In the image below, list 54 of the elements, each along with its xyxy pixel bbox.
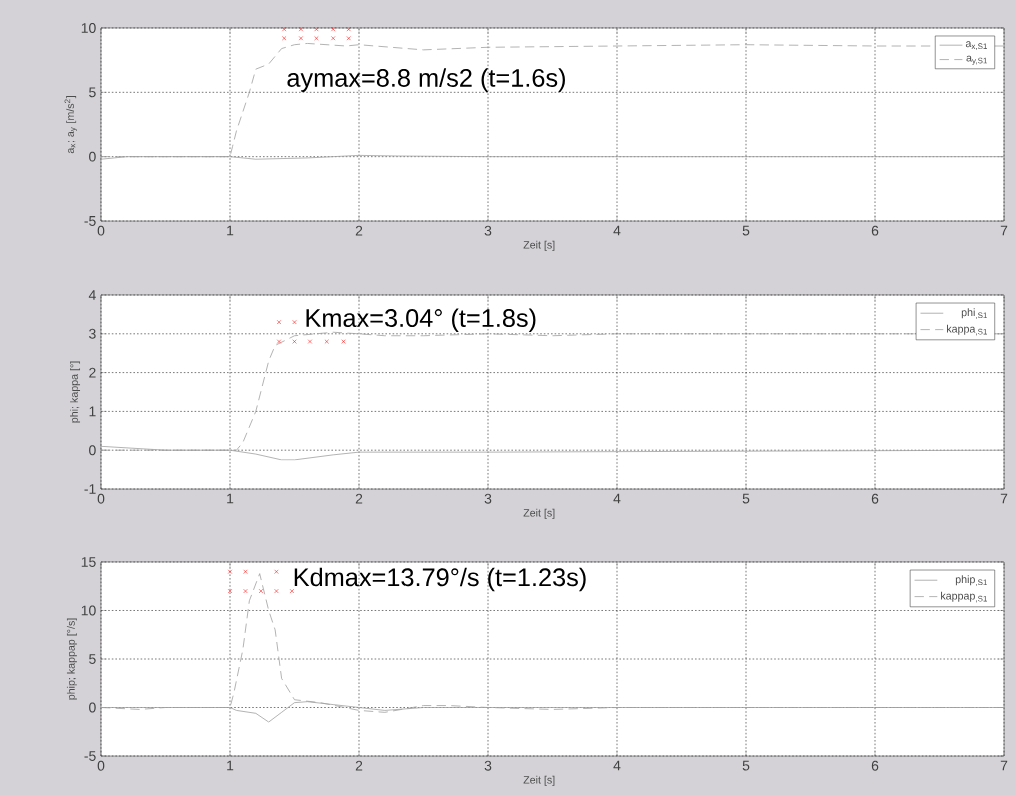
annotation: Kdmax=13.79°/s (t=1.23s) bbox=[294, 567, 586, 592]
legend-label: a$_{y,S1}$ bbox=[966, 55, 987, 66]
y-tick-label: 0 bbox=[89, 151, 96, 162]
x-tick-label: 5 bbox=[742, 760, 750, 771]
y-tick-label: 3 bbox=[89, 328, 96, 339]
y-tick-label: 4 bbox=[88, 290, 96, 300]
x-axis-title: Zeit [s] bbox=[523, 508, 555, 519]
x-tick-label: 7 bbox=[1000, 760, 1008, 771]
x-tick-label: 7 bbox=[1000, 493, 1008, 504]
y-axis-title: phi; kappa [°] bbox=[70, 361, 81, 423]
x-tick-label: 7 bbox=[1000, 225, 1008, 236]
annotation: aymax=8.8 m/s2 (t=1.6s) bbox=[287, 68, 565, 92]
x-tick-label: 1 bbox=[227, 493, 234, 504]
y-tick-label: 15 bbox=[81, 557, 96, 567]
legend-label: kappa$_{,S1}$ bbox=[947, 324, 987, 336]
x-tick-label: 3 bbox=[484, 493, 492, 504]
y-tick-label: -5 bbox=[84, 216, 96, 226]
y-tick-label: 0 bbox=[89, 445, 96, 456]
x-tick-label: 6 bbox=[871, 493, 879, 504]
x-tick-label: 6 bbox=[871, 225, 879, 236]
legend-label: a$_{x,S1}$ bbox=[965, 41, 987, 50]
y-tick-label: 5 bbox=[89, 87, 96, 98]
y-tick-label: -5 bbox=[84, 751, 96, 761]
x-tick-label: 5 bbox=[742, 493, 750, 504]
x-tick-label: 0 bbox=[97, 760, 105, 771]
x-tick-label: 2 bbox=[355, 493, 363, 504]
legend-label: phi$_{,S1}$ bbox=[961, 308, 987, 320]
x-axis-title: Zeit [s] bbox=[523, 775, 555, 786]
x-tick-label: 2 bbox=[355, 760, 363, 771]
x-tick-label: 0 bbox=[97, 225, 105, 236]
x-tick-label: 5 bbox=[742, 225, 750, 236]
x-tick-label: 4 bbox=[613, 760, 621, 771]
y-tick-label: 10 bbox=[81, 605, 96, 616]
x-tick-label: 0 bbox=[97, 493, 105, 504]
annotation: Kmax=3.04° (t=1.8s) bbox=[306, 308, 536, 333]
x-axis-title: Zeit [s] bbox=[523, 240, 555, 251]
y-tick-label: 1 bbox=[89, 406, 96, 417]
x-tick-label: 3 bbox=[484, 760, 492, 771]
x-tick-label: 4 bbox=[613, 225, 621, 236]
legend-label: kappap$_{,S1}$ bbox=[941, 591, 987, 603]
x-tick-label: 3 bbox=[484, 225, 492, 236]
y-axis-title: phip; kappap [°/s] bbox=[66, 618, 77, 700]
y-axis-title: a$_{x}$; a$_{y}$ [m/s$^{2}$] bbox=[64, 96, 77, 154]
x-tick-label: 4 bbox=[613, 493, 621, 504]
y-tick-label: -1 bbox=[84, 484, 96, 494]
y-tick-label: 10 bbox=[81, 23, 96, 33]
y-tick-label: 2 bbox=[89, 367, 96, 378]
y-tick-label: 0 bbox=[89, 702, 96, 713]
x-tick-label: 1 bbox=[227, 225, 234, 236]
x-tick-label: 6 bbox=[871, 760, 879, 771]
y-tick-label: 5 bbox=[89, 654, 96, 664]
x-tick-label: 2 bbox=[355, 225, 363, 236]
legend-label: phip$_{,S1}$ bbox=[955, 575, 987, 587]
x-tick-label: 1 bbox=[227, 760, 234, 771]
